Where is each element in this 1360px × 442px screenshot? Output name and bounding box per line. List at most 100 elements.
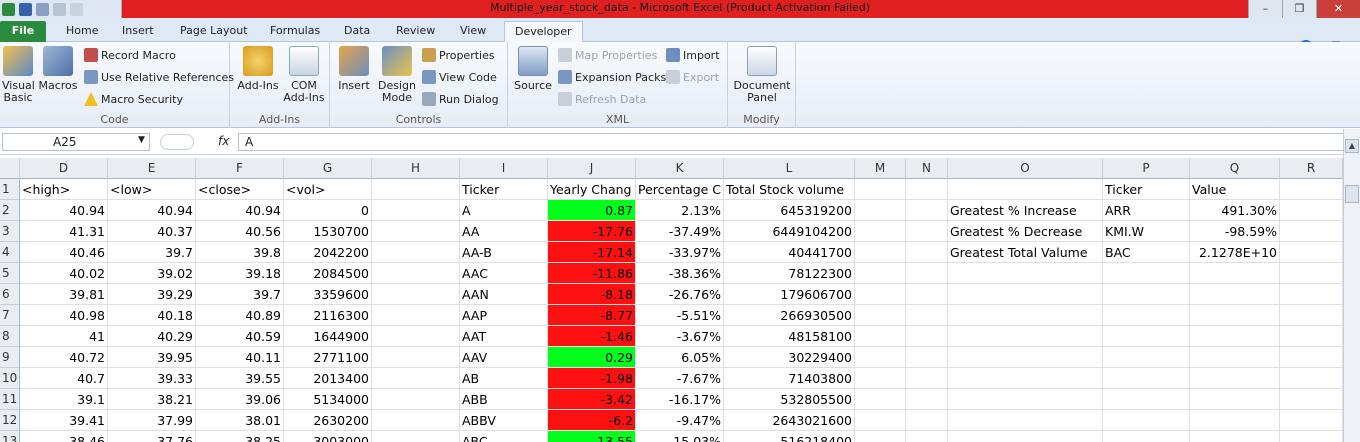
cell-d10[interactable]: 40.7 (20, 368, 108, 389)
cell-k5[interactable]: -38.36% (636, 263, 724, 284)
row-header[interactable]: 8 (0, 326, 20, 347)
cell-r3[interactable] (1280, 221, 1343, 242)
cell-d5[interactable]: 40.02 (20, 263, 108, 284)
cell-h1[interactable] (372, 179, 460, 200)
cell-o10[interactable] (948, 368, 1103, 389)
cell-f9[interactable]: 40.11 (196, 347, 284, 368)
cell-f5[interactable]: 39.18 (196, 263, 284, 284)
tab-insert[interactable]: Insert (122, 24, 154, 37)
cell-r7[interactable] (1280, 305, 1343, 326)
cell-l13[interactable]: 516218400 (724, 431, 855, 442)
insert-function-icon[interactable]: fx (218, 134, 230, 148)
column-header-p[interactable]: P (1103, 158, 1190, 179)
cell-k3[interactable]: -37.49% (636, 221, 724, 242)
cell-i11[interactable]: ABB (460, 389, 548, 410)
cell-g3[interactable]: 1530700 (284, 221, 372, 242)
row-header[interactable]: 11 (0, 389, 20, 410)
cell-l10[interactable]: 71403800 (724, 368, 855, 389)
cell-r11[interactable] (1280, 389, 1343, 410)
cell-i13[interactable]: ABC (460, 431, 548, 442)
cell-m12[interactable] (855, 410, 906, 431)
cell-d4[interactable]: 40.46 (20, 242, 108, 263)
row-header[interactable]: 4 (0, 242, 20, 263)
cell-g8[interactable]: 1644900 (284, 326, 372, 347)
cell-g7[interactable]: 2116300 (284, 305, 372, 326)
cell-k7[interactable]: -5.51% (636, 305, 724, 326)
cell-k8[interactable]: -3.67% (636, 326, 724, 347)
cell-p10[interactable] (1103, 368, 1190, 389)
cell-q4[interactable]: 2.1278E+10 (1190, 242, 1280, 263)
tab-review[interactable]: Review (396, 24, 436, 37)
row-header[interactable]: 9 (0, 347, 20, 368)
properties-button[interactable]: Properties (422, 48, 495, 62)
cell-r8[interactable] (1280, 326, 1343, 347)
cell-f13[interactable]: 38.25 (196, 431, 284, 442)
cell-e3[interactable]: 40.37 (108, 221, 196, 242)
cell-k10[interactable]: -7.67% (636, 368, 724, 389)
cell-h4[interactable] (372, 242, 460, 263)
cell-e13[interactable]: 37.76 (108, 431, 196, 442)
cell-l11[interactable]: 532805500 (724, 389, 855, 410)
cell-h13[interactable] (372, 431, 460, 442)
cell-e6[interactable]: 39.29 (108, 284, 196, 305)
cell-i12[interactable]: ABBV (460, 410, 548, 431)
close-button[interactable]: ✕ (1316, 0, 1360, 18)
cell-f12[interactable]: 38.01 (196, 410, 284, 431)
column-header-h[interactable]: H (372, 158, 460, 179)
column-header-j[interactable]: J (548, 158, 636, 179)
row-header[interactable]: 1 (0, 179, 20, 200)
column-header-g[interactable]: G (284, 158, 372, 179)
cell-p2[interactable]: ARR (1103, 200, 1190, 221)
cell-r1[interactable] (1280, 179, 1343, 200)
cell-f8[interactable]: 40.59 (196, 326, 284, 347)
cell-n3[interactable] (906, 221, 948, 242)
cell-p9[interactable] (1103, 347, 1190, 368)
refresh-data-button[interactable]: Refresh Data (558, 92, 646, 106)
cell-k13[interactable]: 15.03% (636, 431, 724, 442)
cell-l3[interactable]: 6449104200 (724, 221, 855, 242)
cell-j12[interactable]: -6.2 (548, 410, 636, 431)
cell-l7[interactable]: 266930500 (724, 305, 855, 326)
cell-l1[interactable]: Total Stock volume (724, 179, 855, 200)
cell-d9[interactable]: 40.72 (20, 347, 108, 368)
cell-l2[interactable]: 645319200 (724, 200, 855, 221)
cell-i5[interactable]: AAC (460, 263, 548, 284)
row-header[interactable]: 3 (0, 221, 20, 242)
cell-e12[interactable]: 37.99 (108, 410, 196, 431)
cell-n5[interactable] (906, 263, 948, 284)
name-box[interactable]: A25 (2, 133, 150, 151)
cell-q10[interactable] (1190, 368, 1280, 389)
cell-h2[interactable] (372, 200, 460, 221)
cell-l9[interactable]: 30229400 (724, 347, 855, 368)
cell-d13[interactable]: 38.46 (20, 431, 108, 442)
cell-o9[interactable] (948, 347, 1103, 368)
undo-icon[interactable] (36, 2, 49, 16)
cell-j7[interactable]: -8.77 (548, 305, 636, 326)
cell-e8[interactable]: 40.29 (108, 326, 196, 347)
record-macro-button[interactable]: Record Macro (84, 48, 176, 62)
maximize-button[interactable]: ❐ (1282, 0, 1316, 18)
cell-r5[interactable] (1280, 263, 1343, 284)
cell-p3[interactable]: KMI.W (1103, 221, 1190, 242)
column-header-d[interactable]: D (20, 158, 108, 179)
expansion-packs-button[interactable]: Expansion Packs (558, 70, 666, 84)
cell-j10[interactable]: -1.98 (548, 368, 636, 389)
cell-e1[interactable]: <low> (108, 179, 196, 200)
cell-d12[interactable]: 39.41 (20, 410, 108, 431)
cell-k12[interactable]: -9.47% (636, 410, 724, 431)
save-icon[interactable] (19, 2, 32, 16)
cell-j6[interactable]: -8.18 (548, 284, 636, 305)
row-header[interactable]: 2 (0, 200, 20, 221)
cell-r6[interactable] (1280, 284, 1343, 305)
cell-f7[interactable]: 40.89 (196, 305, 284, 326)
cell-n12[interactable] (906, 410, 948, 431)
vertical-scrollbar[interactable]: ▲ (1343, 129, 1360, 442)
cell-r13[interactable] (1280, 431, 1343, 442)
view-code-button[interactable]: View Code (422, 70, 497, 84)
cell-j5[interactable]: -11.86 (548, 263, 636, 284)
cell-g6[interactable]: 3359600 (284, 284, 372, 305)
cell-i8[interactable]: AAT (460, 326, 548, 347)
row-header[interactable]: 6 (0, 284, 20, 305)
cell-o2[interactable]: Greatest % Increase (948, 200, 1103, 221)
cell-n13[interactable] (906, 431, 948, 442)
